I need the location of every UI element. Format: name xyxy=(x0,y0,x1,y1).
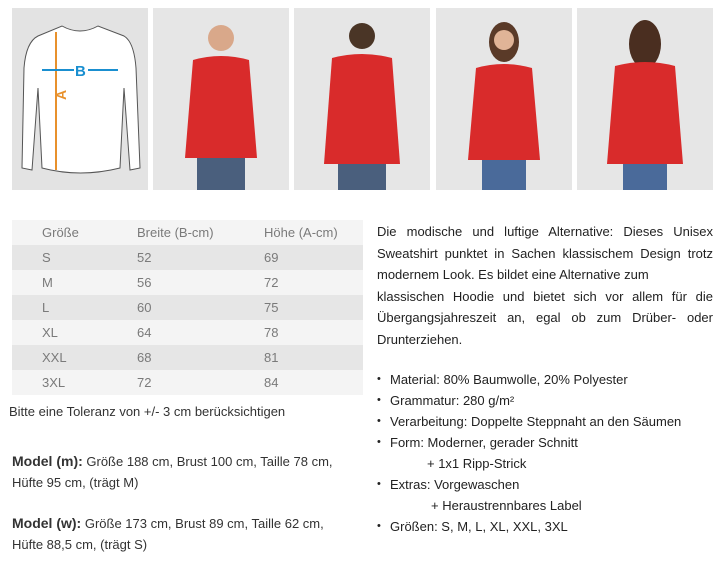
feature-extras-extra: + Heraustrennbares Label xyxy=(431,498,582,513)
cell: 72 xyxy=(137,375,152,390)
feature-groessen: Größen: S, M, L, XL, XXL, 3XL xyxy=(377,516,681,537)
cell: 69 xyxy=(264,250,279,265)
model-m-line1: Größe 188 cm, Brust 100 cm, Taille 78 cm… xyxy=(86,454,333,469)
feature-material: Material: 80% Baumwolle, 20% Polyester xyxy=(377,369,681,390)
model-m-label: Model (m): xyxy=(12,453,83,469)
desc-line: Die modische und luftige Alternative: Di… xyxy=(377,224,713,239)
feature-form-extra: + 1x1 Ripp-Strick xyxy=(427,456,527,471)
desc-line: klassischen Hoodie und bietet sich vor a… xyxy=(377,288,713,304)
photo-female-front xyxy=(436,8,572,190)
header-height: Höhe (A-cm) xyxy=(264,225,338,240)
table-row: L 60 75 xyxy=(12,295,363,320)
cell: M xyxy=(42,275,53,290)
cell: 3XL xyxy=(42,375,66,390)
header-width: Breite (B-cm) xyxy=(137,225,214,240)
feature-grammatur: Grammatur: 280 g/m² xyxy=(377,390,681,411)
model-m-line2: Hüfte 95 cm, (trägt M) xyxy=(12,475,139,490)
desc-line: modernem Look. Es bildet eine Alternativ… xyxy=(377,267,649,282)
cell: 81 xyxy=(264,350,279,365)
header-size: Größe xyxy=(42,225,79,240)
cell: 78 xyxy=(264,325,279,340)
cell: 64 xyxy=(137,325,152,340)
table-row: 3XL 72 84 xyxy=(12,370,363,395)
cell: 56 xyxy=(137,275,152,290)
cell: 72 xyxy=(264,275,279,290)
label-b: B xyxy=(75,63,86,80)
table-row: S 52 69 xyxy=(12,245,363,270)
feature-list: Material: 80% Baumwolle, 20% Polyester G… xyxy=(377,369,681,537)
table-row: XL 64 78 xyxy=(12,320,363,345)
photo-male-back xyxy=(294,8,430,190)
cell: XL xyxy=(42,325,58,340)
model-w-info: Model (w): Größe 173 cm, Brust 89 cm, Ta… xyxy=(12,513,367,555)
model-w-line2: Hüfte 88,5 cm, (trägt S) xyxy=(12,537,148,552)
desc-line: Übergangsjahreszeit an, egal ob zum Drüb… xyxy=(377,310,713,325)
cell: 52 xyxy=(137,250,152,265)
feature-extras: Extras: Vorgewaschen xyxy=(377,474,681,495)
tolerance-note: Bitte eine Toleranz von +/- 3 cm berücks… xyxy=(9,404,286,419)
table-row: XXL 68 81 xyxy=(12,345,363,370)
feature-form: Form: Moderner, gerader Schnitt xyxy=(377,432,681,453)
cell: 84 xyxy=(264,375,279,390)
desc-line: Drunterziehen. xyxy=(377,331,463,347)
size-diagram: A B xyxy=(12,8,148,190)
size-table: Größe Breite (B-cm) Höhe (A-cm) S 52 69 M 5… xyxy=(12,220,363,395)
cell: S xyxy=(42,250,51,265)
model-w-label: Model (w): xyxy=(12,515,82,531)
cell: 68 xyxy=(137,350,152,365)
cell: XXL xyxy=(42,350,67,365)
table-row: M 56 72 xyxy=(12,270,363,295)
model-m-info: Model (m): Größe 188 cm, Brust 100 cm, T… xyxy=(12,451,367,493)
desc-line: Sweatshirt punktet in Sachen klassischem… xyxy=(377,245,713,261)
table-header: Größe Breite (B-cm) Höhe (A-cm) xyxy=(12,220,363,245)
model-w-line1: Größe 173 cm, Brust 89 cm, Taille 62 cm, xyxy=(84,516,324,531)
product-description: Die modische und luftige Alternative: Di… xyxy=(377,221,713,350)
cell: 60 xyxy=(137,300,152,315)
photo-male-front xyxy=(153,8,289,190)
photo-female-back xyxy=(577,8,713,190)
cell: L xyxy=(42,300,50,315)
cell: 75 xyxy=(264,300,279,315)
feature-verarbeitung: Verarbeitung: Doppelte Steppnaht an den … xyxy=(377,411,681,432)
label-a: A xyxy=(53,90,69,100)
